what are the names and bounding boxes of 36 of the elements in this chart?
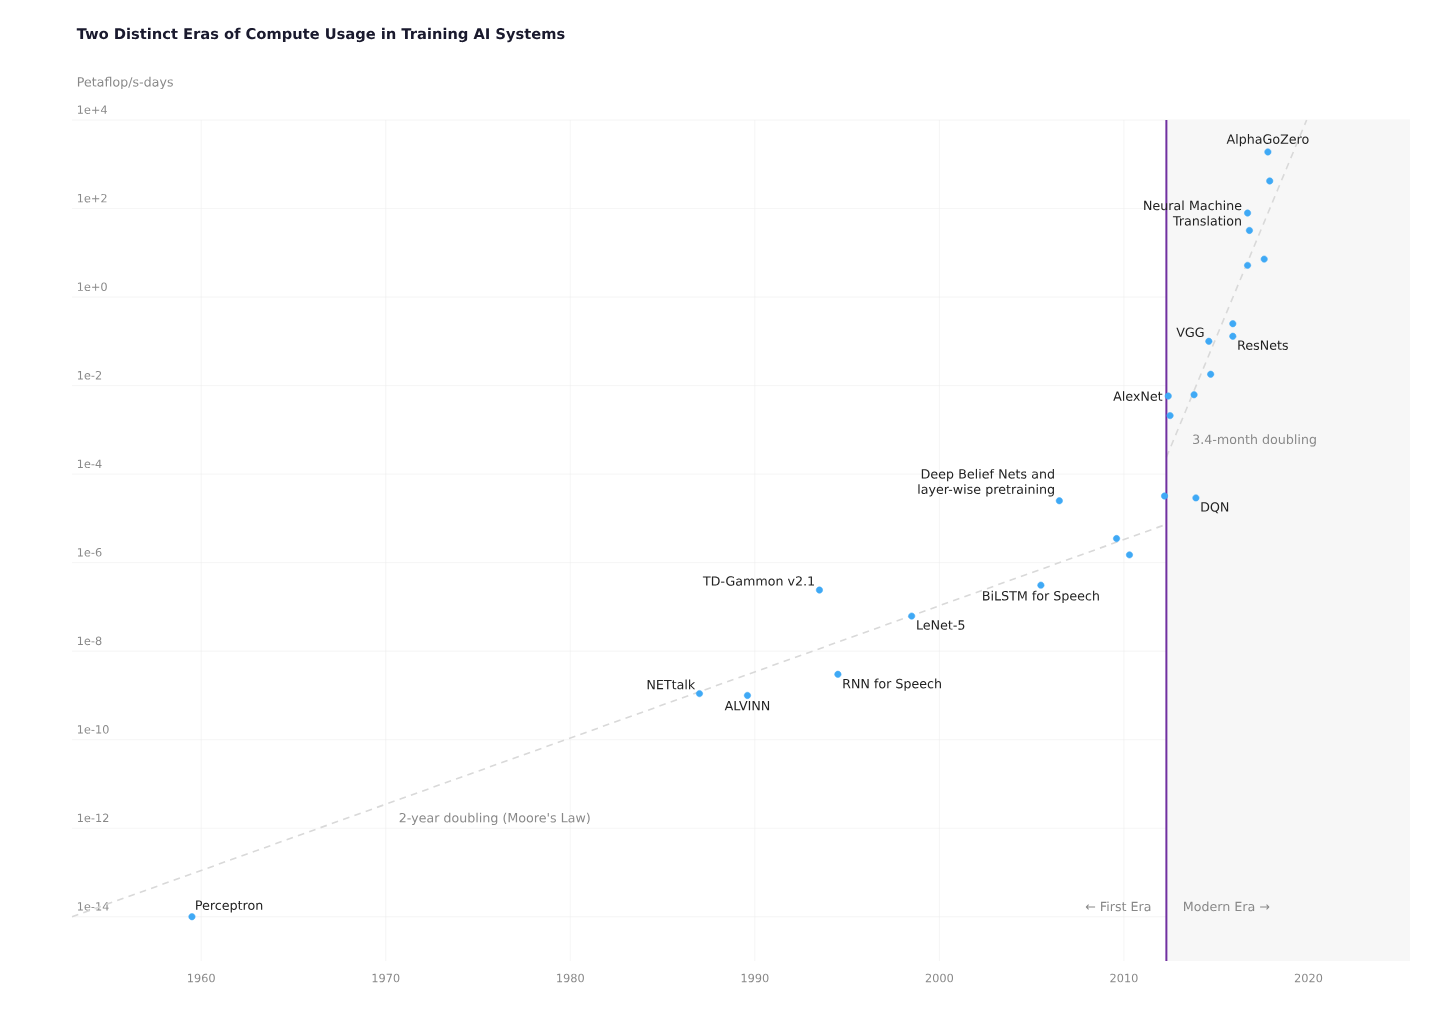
y-tick-label: 1e+2 (77, 193, 107, 203)
y-tick-label: 1e-2 (77, 370, 102, 380)
x-tick-label: 2000 (925, 973, 954, 983)
annotation: RNN for Speech (843, 678, 941, 691)
y-tick-label: 1e-12 (77, 813, 109, 823)
y-tick-label: 1e+4 (77, 105, 107, 114)
annotation: LeNet-5 (917, 620, 965, 630)
annotation: DQN (1201, 502, 1229, 514)
y-tick-label: 1e-4 (77, 459, 102, 469)
y-tick-label: 1e-14 (77, 902, 109, 911)
annotation: 3.4-month doubling (1193, 434, 1316, 447)
annotation: Modern Era → (1184, 901, 1270, 912)
y-tick-label: 1e-10 (77, 725, 109, 734)
y-tick-label: 1e-6 (77, 548, 102, 557)
annotation: 2-year doubling (Moore's Law) (399, 812, 590, 825)
annotation: NETtalk (647, 679, 696, 690)
annotation: ← First Era (1085, 901, 1151, 912)
x-tick-label: 1960 (188, 973, 215, 983)
x-tick-label: 1980 (557, 973, 584, 983)
annotation: TD-Gammon v2.1 (702, 576, 815, 586)
annotation: AlphaGoZero (1226, 134, 1309, 147)
annotation: ALVINN (724, 701, 770, 711)
y-tick-label: 1e-8 (77, 636, 102, 646)
x-tick-label: 2020 (1294, 973, 1323, 983)
annotation: AlexNet (1113, 391, 1163, 401)
annotation: Deep Belief Nets and layer-wise pretraining (918, 468, 1054, 497)
y-tick-label: 1e+0 (77, 282, 107, 292)
annotation: Perceptron (196, 900, 263, 913)
chart-title: Two Distinct Eras of Compute Usage in Training AI Systems (76, 27, 565, 43)
annotation: VGG (1176, 327, 1204, 338)
x-tick-label: 1990 (741, 973, 769, 983)
y-axis-title: Petaflop/s-days (77, 76, 173, 90)
annotation: BiLSTM for Speech (983, 590, 1099, 604)
x-tick-label: 2010 (1110, 973, 1138, 983)
x-tick-label: 1970 (372, 973, 400, 983)
annotation: ResNets (1238, 340, 1288, 350)
